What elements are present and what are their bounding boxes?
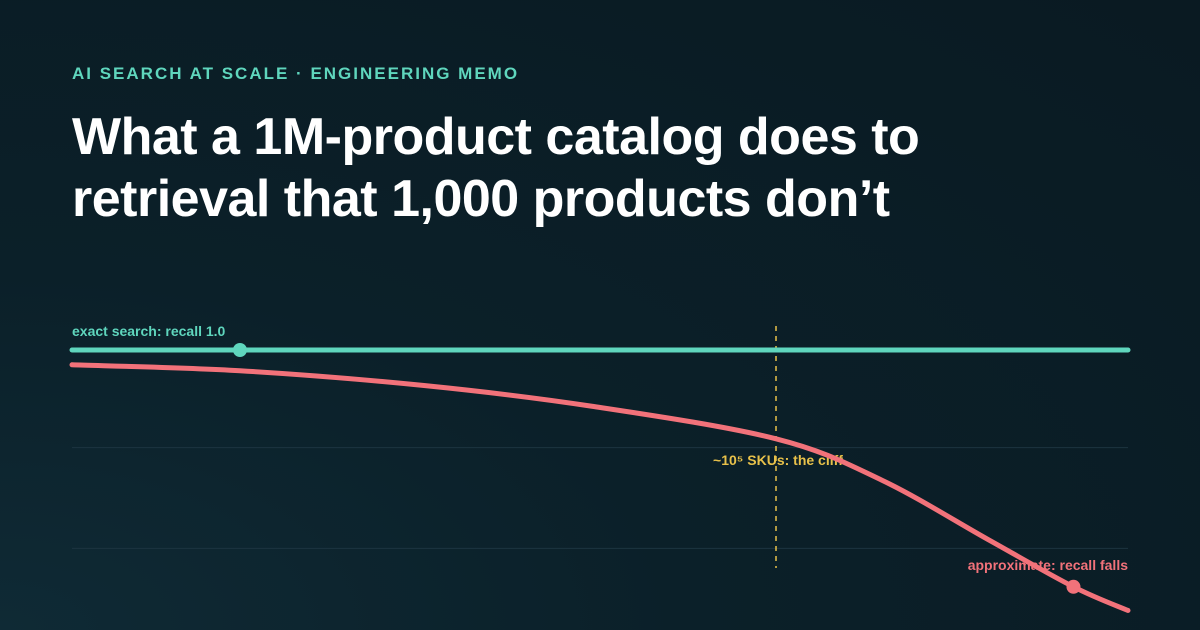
approximate-label: approximate: recall falls <box>968 557 1129 573</box>
annotation-layer: ~10⁵ SKUs: the cliff <box>713 326 843 568</box>
cliff-label: ~10⁵ SKUs: the cliff <box>713 452 843 468</box>
exact-search-line-marker <box>232 343 247 357</box>
memo-kicker: AI SEARCH AT SCALE · ENGINEERING MEMO <box>72 64 520 83</box>
exact-search-label: exact search: recall 1.0 <box>72 323 226 339</box>
headline: What a 1M-product catalog does to retrie… <box>72 108 920 228</box>
grid-layer <box>72 447 1128 549</box>
series-layer <box>69 343 1131 613</box>
approximate-line <box>69 362 1131 613</box>
approximate-line-marker <box>1066 579 1081 594</box>
label-layer: exact search: recall 1.0 approximate: rec… <box>72 323 1128 573</box>
